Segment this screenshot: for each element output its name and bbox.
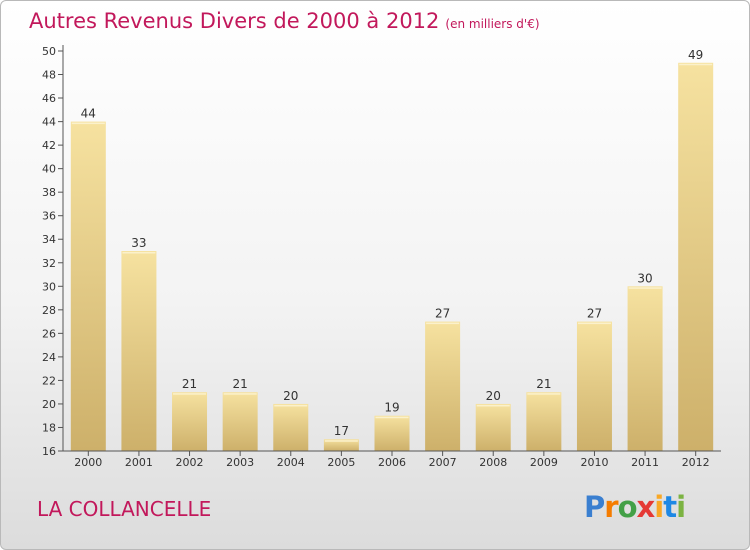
value-label: 49 [688,48,703,62]
y-tick-label: 50 [42,45,56,58]
value-label: 20 [486,389,501,403]
y-axis: 16 18 20 22 24 26 28 30 32 34 36 38 40 42 44 46 48 50 [42,45,64,458]
y-tick-label: 32 [42,257,56,270]
value-label: 21 [182,377,197,391]
x-tick-label: 2007 [429,456,457,469]
y-tick-label: 24 [42,351,56,364]
x-tick-label: 2002 [176,456,204,469]
y-tick-label: 22 [42,374,56,387]
y-tick-label: 40 [42,163,56,176]
bar-2006 [374,415,410,451]
logo-letter: t [663,490,677,524]
logo-letter: i [654,490,664,524]
x-tick-label: 2005 [327,456,355,469]
x-tick-label: 2006 [378,456,406,469]
chart-title-text: Autres Revenus Divers de 2000 à 2012 [29,9,440,33]
value-label: 44 [81,107,96,121]
proxiti-logo: Proxiti [584,490,686,524]
bar-highlight [274,404,308,407]
value-label: 33 [131,236,146,250]
bar-highlight [324,440,358,442]
y-tick-label: 46 [42,92,56,105]
bars: 44 33 21 21 20 17 19 27 20 21 27 30 49 [70,48,714,452]
logo-letter: o [617,490,638,524]
logo-letter: P [584,490,605,524]
bar-2010 [576,321,612,451]
x-tick-label: 2009 [530,456,558,469]
bar-highlight [223,393,257,395]
bar-highlight [527,393,561,395]
y-tick-label: 44 [42,116,56,129]
y-tick-label: 18 [42,421,56,434]
value-label: 21 [233,377,248,391]
bar-highlight [679,63,713,66]
y-tick-label: 48 [42,69,56,82]
bar-2008 [475,403,511,451]
x-tick-label: 2012 [682,456,710,469]
value-label: 30 [637,271,652,285]
value-label: 20 [283,389,298,403]
bar-2003 [222,392,258,451]
bar-highlight [375,416,409,419]
chart-subtitle: (en milliers d'€) [445,17,540,31]
y-tick-label: 20 [42,398,56,411]
x-tick-label: 2000 [74,456,102,469]
bar-highlight [173,393,207,395]
value-label: 19 [384,401,399,415]
bar-2004 [273,403,309,451]
bar-highlight [122,252,156,254]
logo-letter: i [676,490,686,524]
bar-2002 [172,392,208,451]
bar-highlight [628,287,662,289]
bar-2011 [627,286,663,451]
x-tick-label: 2001 [125,456,153,469]
y-tick-label: 16 [42,445,56,458]
x-tick-label: 2010 [580,456,608,469]
bar-2012 [678,62,714,451]
y-tick-label: 30 [42,280,56,293]
bar-2007 [425,321,461,451]
value-label: 27 [587,307,602,321]
chart-title: Autres Revenus Divers de 2000 à 2012 (en … [29,9,540,33]
y-tick-label: 26 [42,327,56,340]
location-label: LA COLLANCELLE [37,497,212,521]
logo-letter: r [604,490,618,524]
bar-highlight [577,322,611,325]
value-label: 27 [435,307,450,321]
logo-letter: x [636,490,656,524]
x-tick-label: 2011 [631,456,659,469]
y-tick-label: 42 [42,139,56,152]
bar-2009 [526,392,562,451]
x-tick-label: 2003 [226,456,254,469]
value-label: 17 [334,424,349,438]
y-tick-label: 38 [42,186,56,199]
bar-2000 [70,121,106,452]
bar-highlight [426,322,460,325]
bar-2005 [323,439,359,451]
x-tick-label: 2004 [277,456,305,469]
value-label: 21 [536,377,551,391]
bar-2001 [121,251,157,451]
bar-highlight [476,404,510,407]
y-tick-label: 34 [42,233,56,246]
y-tick-label: 28 [42,304,56,317]
y-tick-label: 36 [42,210,56,223]
bar-highlight [71,122,105,125]
x-tick-label: 2008 [479,456,507,469]
x-axis: 2000 2001 2002 2003 2004 2005 2006 2007 2008 2009… [63,450,721,469]
